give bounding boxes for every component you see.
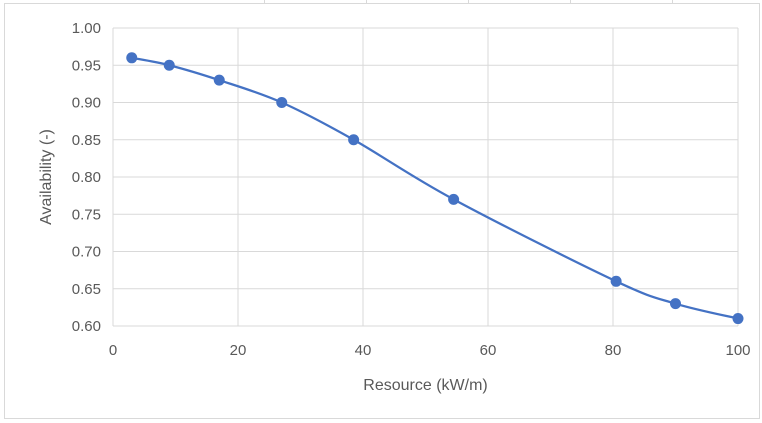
data-point-marker[interactable] bbox=[670, 298, 681, 310]
gridlines bbox=[112, 27, 739, 327]
y-tick-label: 0.80 bbox=[72, 169, 101, 186]
y-tick-label: 0.75 bbox=[72, 206, 101, 223]
data-point-marker[interactable] bbox=[126, 52, 138, 64]
y-tick-label: 0.85 bbox=[72, 132, 101, 149]
y-tick-label: 0.70 bbox=[72, 244, 101, 261]
y-tick-label: 0.95 bbox=[72, 57, 101, 74]
x-axis-title: Resource (kW/m) bbox=[363, 377, 487, 394]
data-point-marker[interactable] bbox=[448, 193, 460, 205]
y-tick-label: 0.65 bbox=[72, 281, 101, 298]
x-tick-label: 80 bbox=[605, 342, 622, 359]
data-point-marker[interactable] bbox=[732, 313, 744, 325]
data-point-marker[interactable] bbox=[610, 275, 622, 287]
data-point-marker[interactable] bbox=[276, 97, 288, 108]
series-line bbox=[131, 56, 739, 320]
x-tick-label: 60 bbox=[480, 342, 497, 359]
y-tick-label: 0.60 bbox=[72, 318, 101, 335]
y-tick-label: 1.00 bbox=[72, 20, 101, 37]
x-tick-label: 20 bbox=[230, 342, 247, 359]
y-axis-ticks: 0.60 0.65 0.70 0.75 0.80 0.85 0.90 0.95 1.00 bbox=[72, 20, 101, 335]
x-axis-ticks: 0 20 40 60 80 100 bbox=[109, 342, 751, 359]
y-tick-label: 0.90 bbox=[72, 95, 101, 112]
data-point-marker[interactable] bbox=[163, 59, 175, 71]
x-tick-label: 40 bbox=[355, 342, 372, 359]
x-tick-label: 0 bbox=[109, 342, 117, 359]
data-point-marker[interactable] bbox=[348, 134, 360, 146]
data-series bbox=[126, 52, 744, 325]
x-tick-label: 100 bbox=[725, 342, 750, 359]
chart-area[interactable] bbox=[4, 3, 760, 419]
data-point-marker[interactable] bbox=[213, 74, 225, 86]
y-axis-title: Availability (-) bbox=[38, 129, 55, 225]
